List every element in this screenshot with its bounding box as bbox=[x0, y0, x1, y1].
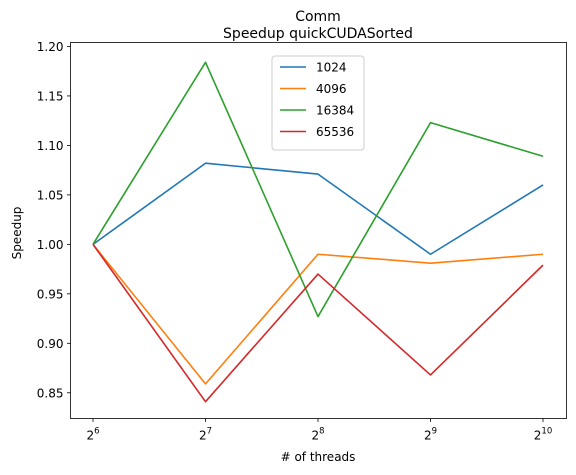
y-tick-label: 1.15 bbox=[37, 89, 64, 103]
x-tick-base: 2 bbox=[424, 429, 432, 443]
x-tick-base: 2 bbox=[311, 429, 319, 443]
y-tick-label: 1.20 bbox=[37, 40, 64, 54]
x-tick-label: 210 bbox=[534, 427, 552, 443]
series-line-16384 bbox=[92, 61, 544, 318]
plot-frame bbox=[70, 42, 567, 419]
chart-title: Comm bbox=[295, 9, 341, 25]
y-tick-label: 1.10 bbox=[37, 139, 64, 153]
legend: 1024 4096 16384 65536 bbox=[271, 55, 365, 151]
x-tick-label: 29 bbox=[424, 427, 437, 443]
y-tick-label: 0.90 bbox=[37, 337, 64, 351]
y-axis-ticks: 0.85 0.90 0.95 1.00 1.05 1.10 1.15 1.20 bbox=[37, 40, 71, 400]
y-axis-label: Speedup bbox=[10, 207, 24, 260]
x-tick-exponent: 8 bbox=[319, 427, 324, 437]
x-tick-exponent: 7 bbox=[207, 427, 212, 437]
x-tick-base: 2 bbox=[86, 429, 94, 443]
series-line-4096 bbox=[92, 243, 544, 385]
x-tick-label: 27 bbox=[199, 427, 212, 443]
x-tick-label: 28 bbox=[311, 427, 324, 443]
series-lines bbox=[92, 61, 544, 403]
y-tick-label: 1.00 bbox=[37, 238, 64, 252]
legend-label: 1024 bbox=[316, 61, 347, 75]
y-tick-label: 0.95 bbox=[37, 287, 64, 301]
chart-subtitle: Speedup quickCUDASorted bbox=[223, 26, 413, 42]
y-tick-label: 0.85 bbox=[37, 386, 64, 400]
legend-label: 65536 bbox=[316, 125, 354, 139]
x-tick-base: 2 bbox=[534, 429, 542, 443]
x-tick-exponent: 6 bbox=[94, 427, 99, 437]
legend-label: 4096 bbox=[316, 82, 347, 96]
x-tick-exponent: 9 bbox=[432, 427, 437, 437]
x-axis-ticks: 26 27 28 29 210 bbox=[86, 418, 552, 443]
legend-box bbox=[271, 55, 365, 151]
series-line-1024 bbox=[92, 162, 544, 256]
x-tick-base: 2 bbox=[199, 429, 207, 443]
y-tick-label: 1.05 bbox=[37, 188, 64, 202]
x-tick-label: 26 bbox=[86, 427, 99, 443]
x-axis-label: # of threads bbox=[281, 450, 356, 464]
legend-label: 16384 bbox=[316, 104, 354, 118]
series-line-65536 bbox=[92, 243, 544, 403]
x-tick-exponent: 10 bbox=[541, 427, 552, 437]
